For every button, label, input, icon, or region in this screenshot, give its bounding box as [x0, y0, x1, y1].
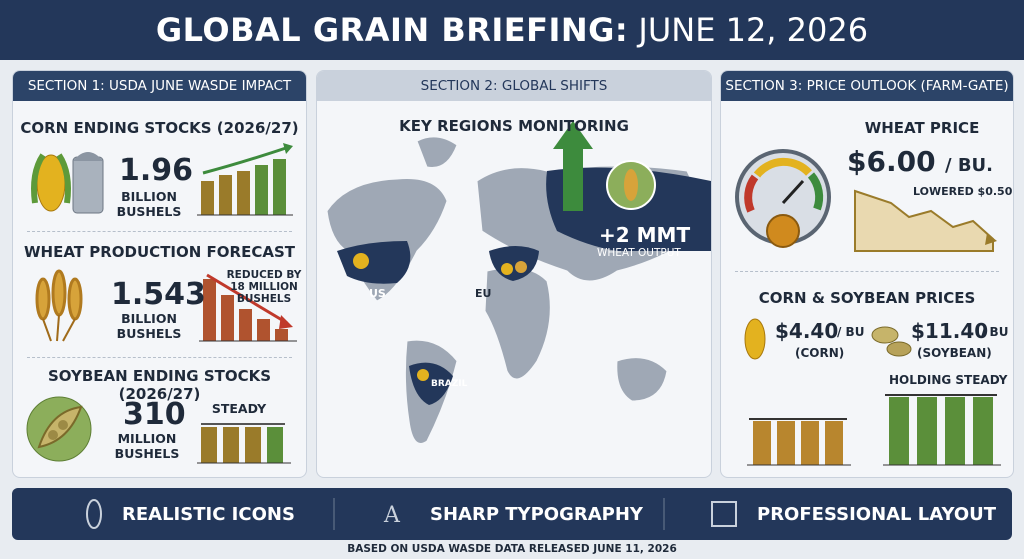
title: GLOBAL GRAIN BRIEFING: — [155, 11, 629, 49]
soy-icons — [26, 396, 291, 464]
item-label: CORN ENDING STOCKS (2026/27) — [20, 119, 299, 137]
feature: SHARP TYPOGRAPHY — [430, 504, 643, 525]
divider — [27, 231, 292, 232]
note: STEADY — [211, 401, 267, 416]
region-label: US — [369, 287, 386, 300]
item-label: WHEAT PRODUCTION FORECAST — [24, 243, 295, 261]
map-subtitle: KEY REGIONS MONITORING — [399, 117, 629, 135]
section-title: SECTION 2: GLOBAL SHIFTS — [317, 71, 711, 101]
footer-icons: A — [86, 498, 737, 530]
callout-value: +2 MMT — [599, 223, 691, 247]
price-note: HOLDING STEADY — [889, 373, 1008, 387]
divider — [27, 357, 292, 358]
corn-icons — [31, 143, 293, 216]
section-2: SECTION 2: GLOBAL SHIFTS KEY REGIONS MON… — [316, 70, 712, 478]
divider — [735, 271, 999, 272]
wheat-price-graphic — [735, 149, 997, 252]
price: $11.40 — [911, 319, 989, 343]
section-1: SECTION 1: USDA JUNE WASDE IMPACT CORN E… — [12, 70, 307, 478]
price-name: (CORN) — [795, 346, 845, 360]
section-3: SECTION 3: PRICE OUTLOOK (FARM-GATE) WHE… — [720, 70, 1014, 478]
price-graphic — [744, 318, 1001, 466]
callout-label: WHEAT OUTPUT — [597, 247, 681, 259]
price-unit: / BU — [981, 325, 1009, 339]
value: 1.543 — [111, 277, 206, 312]
item-label: CORN & SOYBEAN PRICES — [758, 289, 976, 307]
price-note: LOWERED $0.50 — [913, 185, 1013, 198]
price-unit: / BU. — [945, 155, 994, 176]
source-note: BASED ON USDA WASDE DATA RELEASED JUNE 1… — [347, 543, 677, 555]
feature: PROFESSIONAL LAYOUT — [757, 504, 997, 525]
world-map — [326, 121, 711, 444]
price-name: (SOYBEAN) — [917, 346, 992, 360]
wheat-icons — [35, 269, 297, 342]
price-unit: / BU — [837, 325, 865, 339]
unit: BILLION BUSHELS — [116, 189, 182, 219]
item-label: SOYBEAN ENDING STOCKS (2026/27) — [47, 367, 272, 403]
date: JUNE 12, 2026 — [638, 11, 869, 49]
svg-text:A: A — [383, 503, 401, 528]
footer-bar: A REALISTIC ICONS SHARP TYPOGRAPHY PROFE… — [12, 488, 1012, 540]
note: REDUCED BY 18 MILLION BUSHELS — [226, 269, 302, 305]
value: 1.96 — [119, 153, 194, 188]
price: $4.40 — [775, 319, 839, 343]
item-label: WHEAT PRICE — [864, 119, 980, 137]
feature: REALISTIC ICONS — [122, 504, 295, 525]
region-label: BRAZIL — [431, 379, 468, 389]
region-label: EU — [475, 287, 492, 300]
value: 310 — [123, 397, 186, 432]
unit: MILLION BUSHELS — [114, 431, 180, 461]
price: $6.00 — [847, 145, 936, 178]
section-title: SECTION 1: USDA JUNE WASDE IMPACT — [13, 71, 306, 101]
section-title: SECTION 3: PRICE OUTLOOK (FARM-GATE) — [721, 71, 1013, 101]
unit: BILLION BUSHELS — [116, 311, 182, 341]
header: GLOBAL GRAIN BRIEFING: JUNE 12, 2026 — [0, 0, 1024, 60]
